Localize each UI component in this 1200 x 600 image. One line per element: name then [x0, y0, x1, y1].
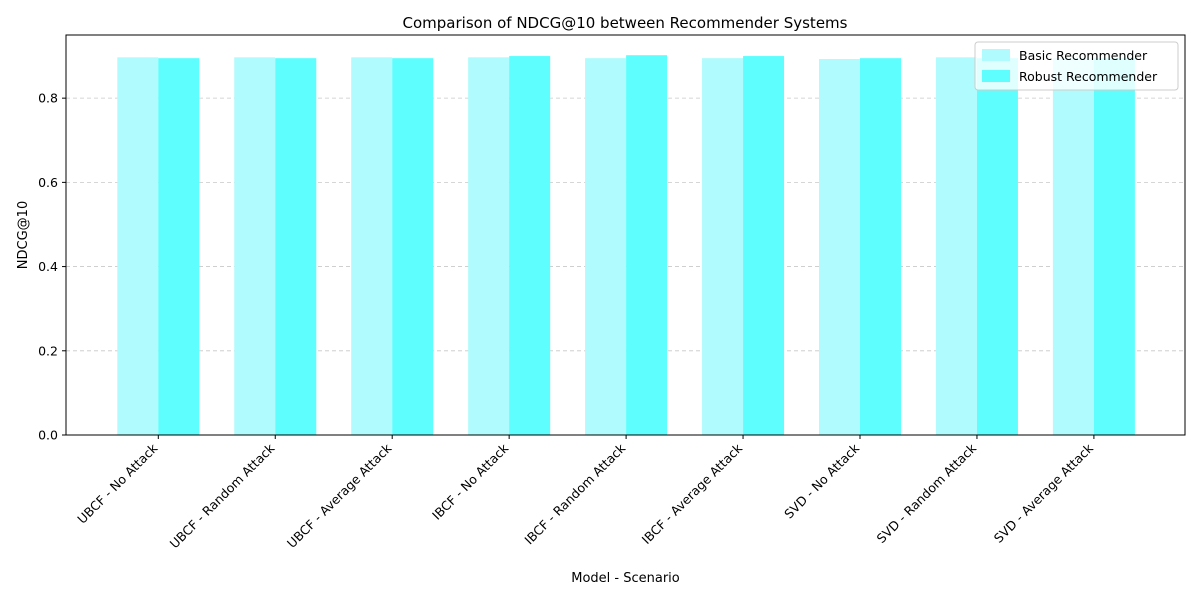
bar-robust — [275, 58, 317, 435]
bar-basic — [935, 57, 977, 435]
x-tick-label: SVD - No Attack — [781, 440, 862, 521]
x-tick-label: UBCF - No Attack — [74, 440, 161, 527]
legend-label-basic: Basic Recommender — [1019, 48, 1148, 63]
bar-basic — [585, 58, 627, 435]
plot-frame — [65, 34, 1186, 436]
bar-robust — [1093, 58, 1135, 435]
bar-basic — [1052, 58, 1094, 435]
bar-robust — [976, 58, 1018, 435]
bar-robust — [509, 56, 551, 435]
y-axis-label: NDCG@10 — [16, 201, 31, 269]
y-tick-label: 0.6 — [38, 175, 58, 190]
legend-swatch-robust — [982, 70, 1010, 82]
bar-robust — [626, 55, 668, 436]
legend-box — [974, 41, 1179, 91]
y-tick-label: 0.2 — [38, 343, 58, 358]
bar-robust — [158, 58, 200, 435]
x-axis-label: Model - Scenario — [571, 571, 680, 586]
bar-basic — [234, 57, 276, 435]
x-tick-label: IBCF - Random Attack — [521, 440, 628, 547]
y-tick-label: 0.8 — [38, 91, 58, 106]
x-tick-label: UBCF - Random Attack — [167, 440, 278, 551]
bar-basic — [819, 59, 860, 435]
x-tick-label: IBCF - Average Attack — [639, 440, 746, 547]
bar-robust — [743, 56, 785, 435]
y-axis: 0.0 0.2 0.4 0.6 0.8 — [38, 91, 66, 443]
bar-basic — [468, 57, 510, 435]
bar-basic — [117, 57, 159, 435]
bar-robust — [860, 58, 901, 435]
bar-robust — [392, 58, 434, 435]
bar-basic — [351, 57, 393, 435]
x-tick-label: SVD - Average Attack — [991, 440, 1097, 546]
x-tick-label: IBCF - No Attack — [429, 440, 512, 523]
bars — [117, 55, 1135, 436]
y-tick-label: 0.0 — [38, 428, 58, 443]
legend: Basic Recommender Robust Recommender — [974, 41, 1179, 91]
x-tick-label: SVD - Random Attack — [874, 440, 980, 546]
legend-label-robust: Robust Recommender — [1019, 69, 1158, 84]
y-tick-label: 0.4 — [38, 259, 58, 274]
bar-basic — [702, 58, 744, 435]
x-tick-label: UBCF - Average Attack — [284, 440, 395, 551]
x-axis: UBCF - No Attack UBCF - Random Attack UBCF… — [74, 435, 1097, 551]
chart-title: Comparison of NDCG@10 between Recommende… — [403, 14, 848, 32]
legend-swatch-basic — [982, 49, 1010, 61]
